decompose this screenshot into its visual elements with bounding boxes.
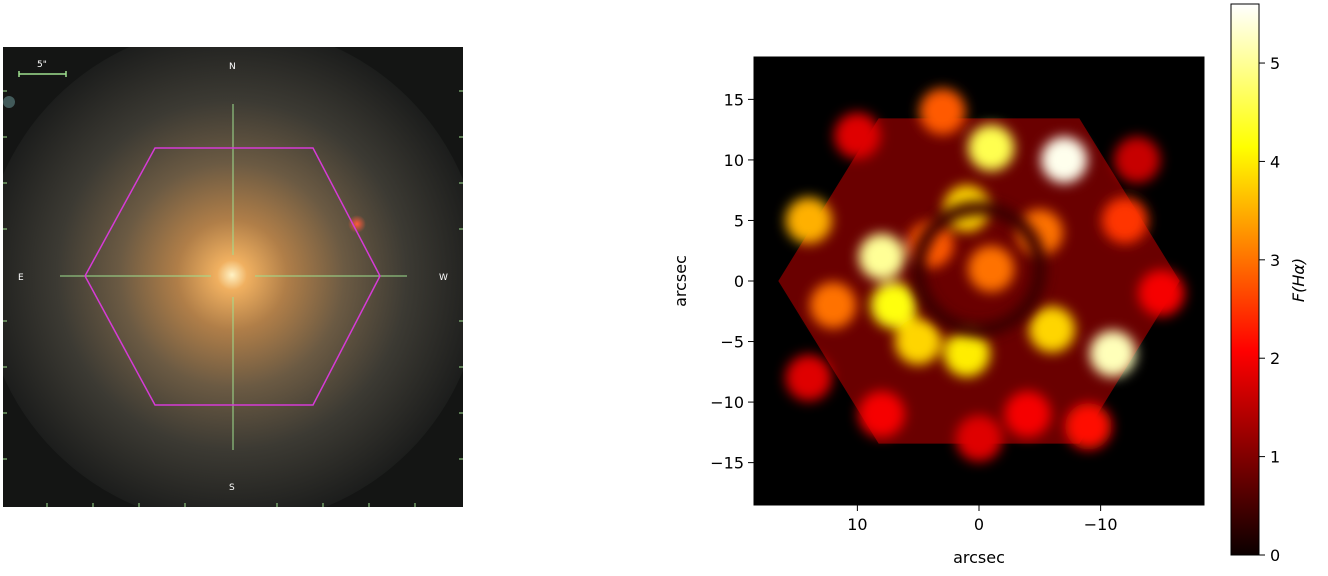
emission-knot-15 [1138, 270, 1185, 317]
emission-knot-9 [785, 197, 832, 244]
y-axis-label: arcsec [671, 255, 690, 307]
central-ring [911, 201, 1047, 337]
foreground-star [348, 215, 366, 233]
y-tick-label-0: 15 [724, 90, 744, 109]
compass-north: N [229, 62, 236, 72]
y-tick-label-1: 10 [724, 151, 744, 170]
emission-knot-0 [968, 245, 1015, 292]
y-tick-label-2: 5 [734, 211, 744, 230]
scale-bar [18, 71, 67, 77]
colorbar-label: F(Hα) [1289, 258, 1308, 302]
compass-east: E [18, 273, 24, 283]
emission-knot-5 [895, 318, 942, 365]
colorbar-tick-label-5: 5 [1270, 54, 1280, 73]
map-image [778, 88, 1185, 462]
galaxy-glow [3, 47, 463, 507]
compass-south: S [229, 483, 235, 493]
compass-west: W [439, 273, 448, 283]
colorbar-tick-label-2: 2 [1270, 349, 1280, 368]
emission-knot-23 [1114, 136, 1161, 184]
y-tick-label-4: −5 [720, 333, 744, 352]
colorbar-frame [1230, 3, 1260, 556]
x-tick-label-2: −10 [1084, 515, 1118, 534]
emission-knot-4 [870, 282, 917, 329]
emission-knot-16 [919, 88, 966, 135]
emission-knot-22 [785, 354, 832, 401]
x-tick-label-1: 0 [974, 515, 984, 534]
galaxy-image: 5" N S E W [3, 47, 463, 507]
scale-bar-label: 5" [37, 60, 47, 70]
emission-knot-19 [955, 415, 1003, 462]
colorbar-tick-label-3: 3 [1270, 251, 1280, 270]
emission-knot-3 [858, 233, 905, 280]
emission-knot-14 [1101, 197, 1149, 244]
emission-knot-8 [1089, 330, 1136, 377]
emission-knot-7 [1028, 306, 1076, 353]
emission-knot-17 [1065, 403, 1112, 450]
colorbar-tick-label-1: 1 [1270, 448, 1280, 467]
halpha-map-figure: 10 0 −10 15 10 5 0 −5 −10 −15 arcsec arcsec 0 1 2 3… [671, 3, 1308, 567]
x-tick-label-0: 10 [847, 515, 867, 534]
emission-knot-18 [858, 391, 905, 438]
colorbar-tick-label-4: 4 [1270, 152, 1280, 171]
emission-knot-20 [834, 112, 881, 159]
ifu-hexagon [84, 147, 381, 406]
galaxy-image-panel: 5" N S E W [3, 47, 463, 507]
emission-knot-10 [809, 282, 857, 329]
x-axis-label: arcsec [953, 548, 1005, 567]
colorbar [1231, 4, 1259, 555]
colorbar-label-text: F(Hα) [1289, 258, 1308, 302]
halpha-map-panel: 10 0 −10 15 10 5 0 −5 −10 −15 arcsec arcsec 0 1 2 3… [660, 0, 1328, 572]
frame-ticks [3, 90, 463, 507]
emission-knot-1 [968, 124, 1015, 171]
y-tick-label-6: −15 [710, 454, 744, 473]
colorbar-tick-label-0: 0 [1270, 546, 1280, 565]
emission-knot-2 [1041, 136, 1088, 184]
emission-knot-6 [943, 330, 990, 377]
y-tick-label-5: −10 [710, 393, 744, 412]
emission-knot-21 [1004, 391, 1051, 438]
y-tick-label-3: 0 [734, 272, 744, 291]
